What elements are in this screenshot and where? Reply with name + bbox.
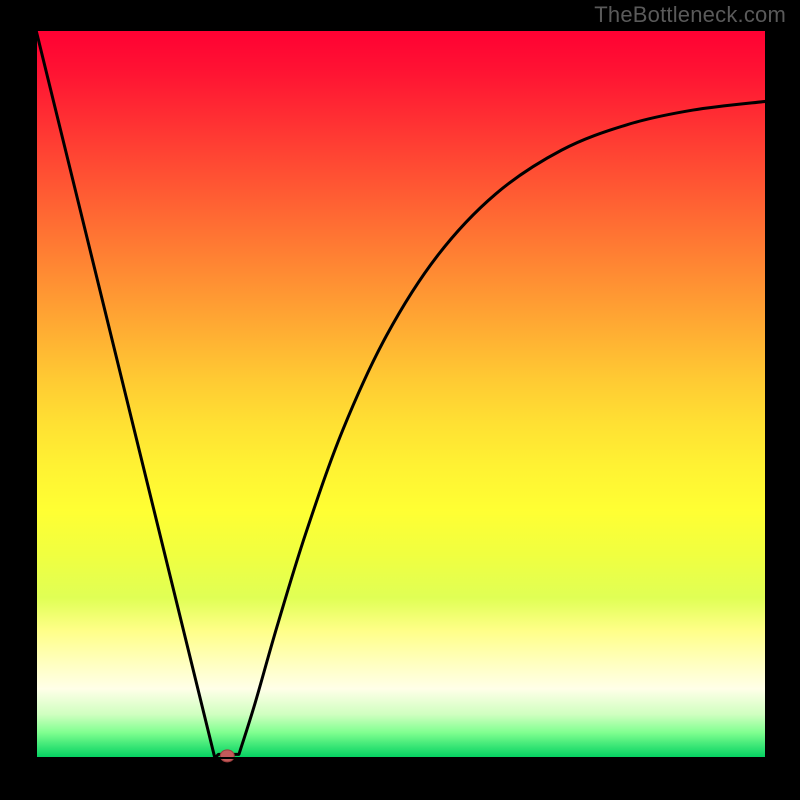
v-curve-chart	[0, 0, 800, 800]
dip-marker	[220, 750, 234, 762]
plot-background	[36, 30, 766, 758]
chart-container: { "watermark": { "text": "TheBottleneck.…	[0, 0, 800, 800]
watermark-text: TheBottleneck.com	[594, 2, 786, 28]
